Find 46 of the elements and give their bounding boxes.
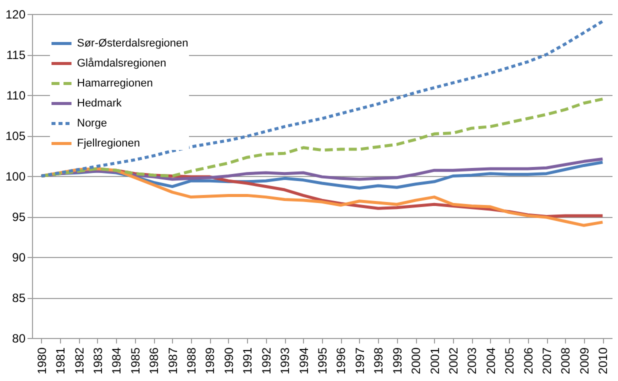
x-tick-label: 2010 xyxy=(596,347,610,374)
x-tick-label: 2001 xyxy=(428,347,442,374)
x-tick-label: 1986 xyxy=(147,347,162,374)
x-tick-label: 1993 xyxy=(278,347,292,374)
y-tick-label: 90 xyxy=(12,250,26,264)
y-tick-label: 95 xyxy=(12,210,26,224)
y-tick-label: 105 xyxy=(5,129,26,143)
x-tick-label: 1994 xyxy=(296,347,311,374)
x-tick-label: 2008 xyxy=(558,347,573,374)
x-tick-label: 2009 xyxy=(577,347,592,374)
x-tick-label: 1984 xyxy=(110,347,124,374)
x-tick-label: 1980 xyxy=(34,347,49,374)
x-tick-label: 2006 xyxy=(521,347,536,374)
x-tick-label: 1998 xyxy=(372,347,386,374)
x-tick-label: 1990 xyxy=(222,347,236,374)
legend-label: Sør-Østerdalsregionen xyxy=(77,38,188,50)
x-tick-label: 1989 xyxy=(203,347,218,374)
y-tick-label: 115 xyxy=(6,48,26,62)
x-tick-label: 2007 xyxy=(540,347,554,374)
x-tick-label: 1983 xyxy=(90,347,105,374)
x-tick-label: 1981 xyxy=(54,347,68,374)
y-tick-label: 85 xyxy=(12,291,26,305)
x-tick-label: 1992 xyxy=(259,347,274,374)
x-tick-label: 1985 xyxy=(128,347,142,374)
x-tick-label: 1995 xyxy=(316,347,330,374)
x-tick-label: 1987 xyxy=(166,347,180,374)
x-tick-label: 2003 xyxy=(465,347,480,374)
x-tick-label: 1988 xyxy=(184,347,199,374)
x-tick-label: 2005 xyxy=(502,347,517,374)
x-tick-label: 2000 xyxy=(409,347,424,374)
x-tick-label: 1991 xyxy=(240,347,255,374)
y-tick-label: 80 xyxy=(12,332,26,346)
x-tick-label: 2002 xyxy=(446,347,460,374)
legend-label: Glåmdalsregionen xyxy=(77,58,166,70)
y-tick-label: 100 xyxy=(5,170,26,184)
x-tick-label: 1997 xyxy=(352,347,367,374)
y-tick-label: 120 xyxy=(5,8,26,22)
x-tick-label: 1982 xyxy=(72,347,86,374)
legend-label: Fjellregionen xyxy=(77,138,140,150)
y-tick-label: 110 xyxy=(6,88,26,102)
x-tick-label: 1999 xyxy=(390,347,404,374)
legend-label: Hedmark xyxy=(77,98,122,110)
legend-label: Hamarregionen xyxy=(77,78,153,90)
x-tick-label: 2004 xyxy=(484,347,498,374)
legend-label: Norge xyxy=(77,118,107,130)
x-tick-label: 1996 xyxy=(334,347,348,374)
